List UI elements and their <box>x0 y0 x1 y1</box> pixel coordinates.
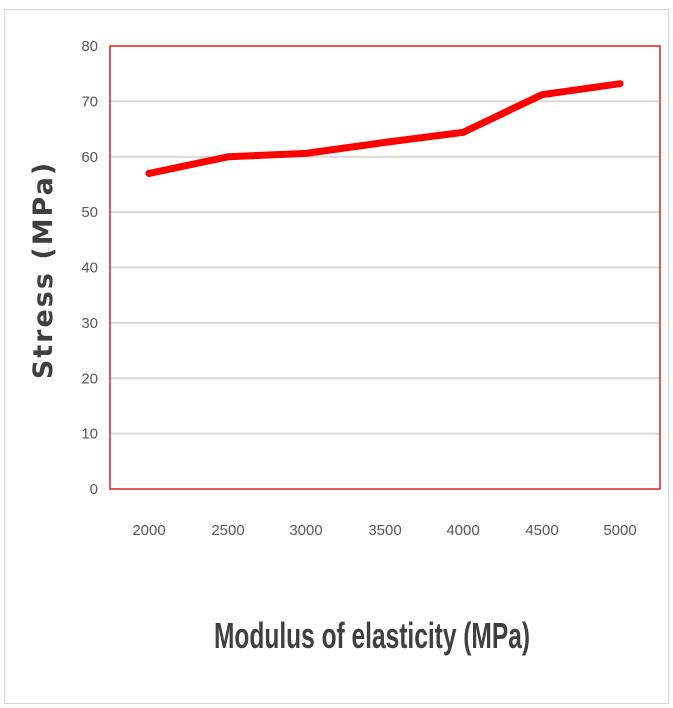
chart-frame <box>4 9 669 704</box>
x-tick-label: 2500 <box>211 522 244 539</box>
y-tick-label: 40 <box>81 260 98 277</box>
x-axis-ticks: 2000 2500 3000 3500 4000 4500 5000 <box>132 522 636 539</box>
x-tick-label: 3000 <box>289 522 322 539</box>
x-tick-label: 3500 <box>368 522 401 539</box>
y-tick-label: 50 <box>81 204 98 221</box>
x-tick-label: 4500 <box>525 522 558 539</box>
data-point <box>381 138 389 146</box>
y-tick-label: 60 <box>81 149 98 166</box>
series-line <box>145 80 624 177</box>
data-point <box>145 169 153 177</box>
y-tick-label: 20 <box>81 370 98 387</box>
x-axis-label: Modulus of elasticity (MPa) <box>214 615 530 656</box>
y-axis-label: Stress (MPa) <box>28 161 59 379</box>
data-point <box>538 91 546 99</box>
y-tick-label: 0 <box>90 481 98 498</box>
x-tick-label: 5000 <box>603 522 636 539</box>
grid-lines <box>110 100 660 435</box>
y-tick-label: 10 <box>81 426 98 443</box>
data-point <box>302 149 310 157</box>
data-point <box>224 153 232 161</box>
y-tick-label: 70 <box>81 93 98 110</box>
y-tick-label: 30 <box>81 315 98 332</box>
plot-border <box>109 45 661 490</box>
y-axis-ticks: 0 10 20 30 40 50 60 70 80 <box>81 38 98 498</box>
data-point <box>616 80 624 88</box>
series-group <box>145 80 624 177</box>
y-tick-label: 80 <box>81 38 98 55</box>
x-tick-label: 4000 <box>446 522 479 539</box>
data-point <box>459 128 467 136</box>
x-tick-label: 2000 <box>132 522 165 539</box>
